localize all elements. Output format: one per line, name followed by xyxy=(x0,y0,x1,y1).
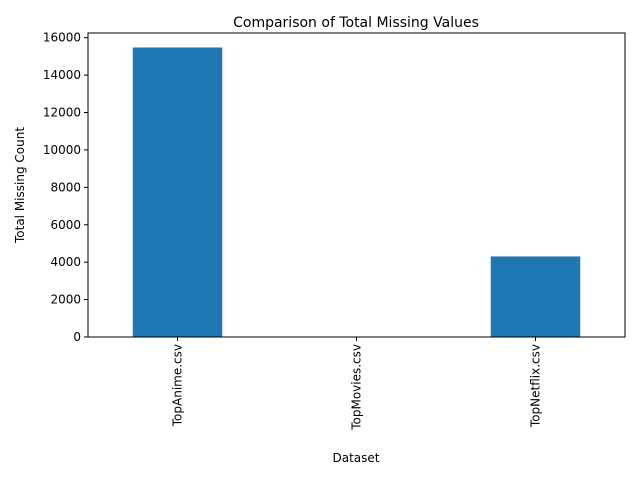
x-axis-label: Dataset xyxy=(333,451,380,465)
x-tick-label: TopAnime.csv xyxy=(171,344,185,427)
chart-title: Comparison of Total Missing Values xyxy=(233,15,479,31)
y-tick-label: 2000 xyxy=(50,293,81,307)
y-tick-label: 10000 xyxy=(43,143,81,157)
y-tick-label: 14000 xyxy=(43,68,81,82)
bars-group xyxy=(132,47,581,337)
x-axis: TopAnime.csv TopMovies.csv TopNetflix.csv xyxy=(171,337,543,431)
x-tick-label: TopMovies.csv xyxy=(350,344,364,431)
y-tick-label: 4000 xyxy=(50,255,81,269)
y-axis: 0 2000 4000 6000 8000 10000 12000 14000 16000 xyxy=(43,31,88,344)
bar-topnetflix-csv xyxy=(490,256,581,337)
bar-topanime-csv xyxy=(132,47,223,337)
y-tick-label: 12000 xyxy=(43,106,81,120)
y-tick-label: 16000 xyxy=(43,31,81,45)
y-tick-label: 6000 xyxy=(50,218,81,232)
y-tick-label: 0 xyxy=(73,330,81,344)
y-axis-label: Total Missing Count xyxy=(13,127,27,244)
x-tick-label: TopNetflix.csv xyxy=(529,344,543,428)
plot-frame xyxy=(87,32,626,338)
y-tick-label: 8000 xyxy=(50,180,81,194)
